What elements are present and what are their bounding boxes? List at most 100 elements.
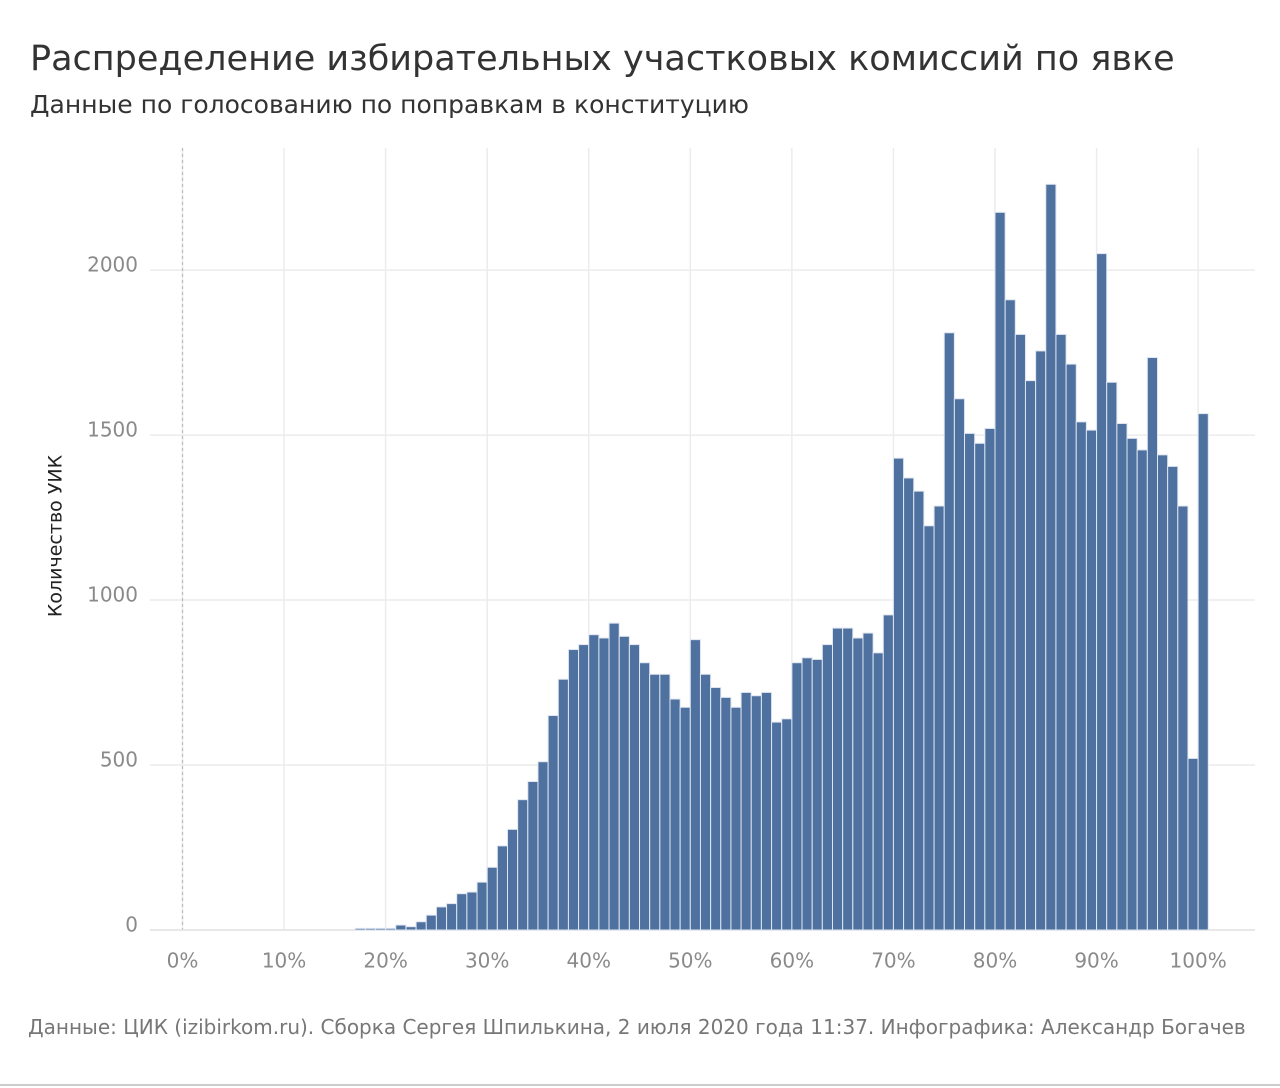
bar (1075, 421, 1087, 931)
bar (486, 866, 498, 931)
bar (1035, 350, 1047, 931)
bar (537, 761, 549, 931)
bar (913, 490, 925, 931)
bar (1177, 505, 1189, 931)
bar (1167, 465, 1179, 931)
source-note: Данные: ЦИК (izibirkom.ru). Сборка Серге… (28, 1015, 1246, 1039)
bar (842, 627, 854, 931)
bar (791, 662, 803, 931)
y-tick-label: 0 (125, 913, 138, 937)
bar (720, 696, 732, 931)
bar (659, 673, 671, 931)
bar (405, 926, 417, 931)
bar (1157, 454, 1169, 931)
x-tick-label: 30% (465, 949, 509, 973)
bar (699, 673, 712, 931)
y-axis-label: Количество УИК (45, 454, 67, 617)
bar (760, 691, 773, 931)
bar (994, 211, 1006, 931)
chart: Распределение избирательных участковых к… (30, 39, 1255, 973)
bar (1055, 333, 1067, 931)
x-tick-label: 90% (1074, 949, 1118, 973)
x-tick-label: 10% (262, 949, 306, 973)
bar (649, 673, 661, 931)
bar (811, 658, 823, 931)
bar (984, 427, 996, 931)
bar (730, 706, 742, 931)
x-tick-label: 20% (363, 949, 407, 973)
bar (628, 644, 641, 931)
bar (496, 845, 508, 931)
bar (415, 921, 427, 931)
bar (507, 828, 519, 931)
bar (385, 927, 397, 931)
bar (1197, 413, 1209, 931)
bar (588, 634, 600, 931)
bar (872, 652, 884, 931)
bottom-rule (0, 1084, 1280, 1086)
bar (882, 614, 894, 931)
bar (964, 432, 976, 931)
bar (801, 657, 813, 931)
x-tick-label: 80% (973, 949, 1017, 973)
y-tick-label: 2000 (87, 253, 138, 277)
bar (710, 686, 722, 931)
bar (771, 721, 783, 931)
bar (517, 799, 529, 931)
bar (639, 662, 651, 931)
bar (852, 637, 864, 931)
x-tick-label: 0% (167, 949, 199, 973)
bar (618, 635, 630, 931)
bar (1126, 437, 1138, 931)
bar (1024, 380, 1037, 931)
bar (527, 781, 539, 931)
bar (933, 505, 945, 931)
bar (974, 442, 986, 931)
bar (578, 644, 590, 931)
bar (669, 698, 681, 931)
x-tick-label: 100% (1170, 949, 1227, 973)
bar (547, 715, 559, 931)
bar (446, 903, 458, 931)
bar (608, 622, 620, 931)
bar (1065, 363, 1077, 931)
bar (395, 924, 407, 931)
bar (425, 914, 437, 931)
y-tick-label: 1000 (87, 583, 138, 607)
bar (1116, 423, 1128, 931)
bar (1187, 757, 1199, 931)
x-tick-label: 40% (567, 949, 611, 973)
bar (598, 637, 610, 931)
bar (679, 706, 691, 931)
bar (466, 891, 478, 931)
bar (862, 632, 874, 931)
bar (354, 927, 366, 931)
bar (892, 457, 905, 931)
bar (903, 477, 915, 931)
bar (821, 644, 833, 931)
y-tick-label: 1500 (87, 418, 138, 442)
chart-title: Распределение избирательных участковых к… (30, 39, 1175, 79)
bar (750, 695, 762, 931)
x-tick-label: 50% (668, 949, 712, 973)
bar (1096, 253, 1108, 931)
bar (689, 639, 701, 931)
bar (1004, 299, 1016, 931)
bar (781, 718, 793, 931)
bar (943, 332, 955, 931)
bar (953, 398, 966, 931)
bar (557, 678, 569, 931)
bar (1045, 183, 1057, 931)
bar (476, 881, 488, 931)
bar (435, 906, 448, 931)
bar (456, 893, 468, 931)
bar (1146, 357, 1158, 931)
x-tick-label: 70% (871, 949, 915, 973)
bar (1136, 449, 1148, 931)
bar (1085, 429, 1098, 931)
bar (374, 927, 387, 931)
bar (364, 927, 376, 931)
bar (832, 627, 844, 931)
y-tick-label: 500 (100, 748, 138, 772)
